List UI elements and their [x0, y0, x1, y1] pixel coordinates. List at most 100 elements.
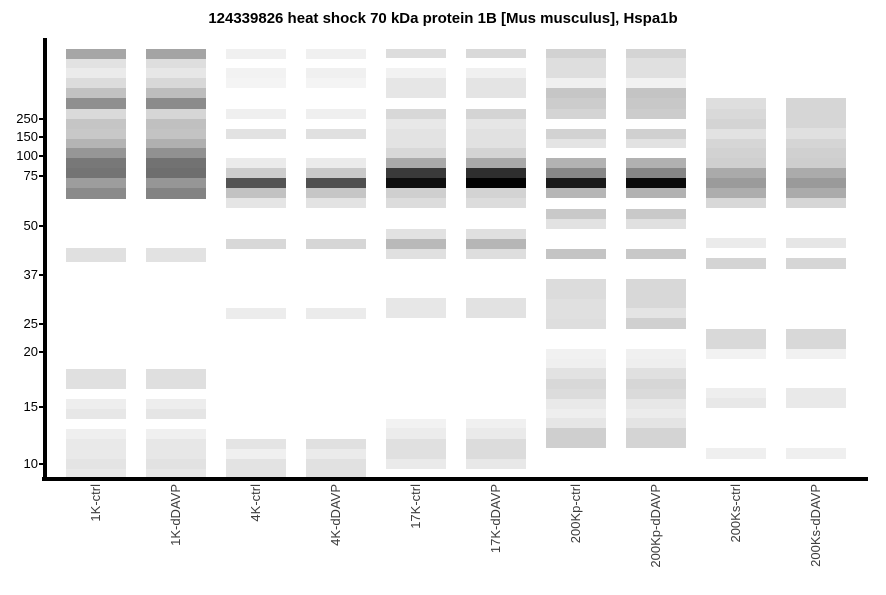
gel-band — [386, 419, 446, 428]
gel-band — [706, 258, 766, 269]
gel-band — [546, 139, 606, 148]
gel-band — [386, 229, 446, 239]
lane-label: 200Kp-ctrl — [568, 484, 583, 544]
gel-band — [706, 329, 766, 349]
gel-band — [706, 349, 766, 359]
gel-band — [226, 158, 286, 168]
gel-band — [626, 409, 686, 418]
y-tick-label: 15 — [23, 399, 38, 414]
gel-band — [306, 78, 366, 88]
gel-band — [626, 279, 686, 308]
gel-band — [226, 308, 286, 319]
gel-lane — [626, 0, 686, 481]
gel-band — [306, 239, 366, 249]
gel-band — [386, 459, 446, 469]
gel-band — [66, 68, 126, 78]
y-axis-line — [43, 38, 47, 481]
gel-band — [786, 128, 846, 139]
gel-band — [466, 249, 526, 259]
gel-band — [786, 349, 846, 359]
lane-label: 17K-ctrl — [408, 484, 423, 529]
gel-band — [706, 198, 766, 208]
gel-band — [306, 49, 366, 59]
gel-lane — [226, 0, 286, 481]
gel-band — [226, 78, 286, 88]
gel-band — [706, 448, 766, 459]
gel-band — [786, 198, 846, 208]
gel-band — [226, 178, 286, 188]
gel-band — [706, 398, 766, 408]
gel-band — [626, 129, 686, 139]
gel-band — [466, 68, 526, 78]
gel-band — [466, 49, 526, 58]
y-tick-label: 75 — [23, 168, 38, 183]
gel-band — [386, 249, 446, 259]
gel-band — [66, 109, 126, 119]
gel-band — [546, 389, 606, 399]
gel-band — [386, 49, 446, 58]
gel-band — [306, 198, 366, 208]
gel-band — [546, 368, 606, 379]
gel-band — [66, 429, 126, 439]
gel-band — [466, 459, 526, 469]
gel-band — [226, 68, 286, 78]
gel-band — [66, 129, 126, 139]
gel-lane — [546, 0, 606, 481]
gel-band — [146, 178, 206, 188]
y-tick-label: 50 — [23, 218, 38, 233]
gel-band — [66, 369, 126, 389]
y-tick-mark — [39, 351, 43, 353]
gel-band — [226, 129, 286, 139]
gel-band — [66, 119, 126, 129]
gel-band — [306, 158, 366, 168]
gel-band — [226, 198, 286, 208]
gel-band — [226, 239, 286, 249]
y-tick-label: 100 — [16, 148, 38, 163]
gel-band — [306, 109, 366, 119]
gel-band — [626, 399, 686, 409]
gel-band — [386, 148, 446, 158]
gel-band — [626, 249, 686, 259]
gel-band — [626, 318, 686, 329]
gel-band — [466, 198, 526, 208]
gel-band — [626, 349, 686, 359]
gel-band — [786, 258, 846, 269]
gel-band — [146, 68, 206, 78]
gel-band — [306, 459, 366, 477]
gel-band — [466, 168, 526, 178]
gel-band — [626, 389, 686, 399]
gel-band — [386, 178, 446, 188]
chart-title: 124339826 heat shock 70 kDa protein 1B [… — [208, 10, 678, 27]
gel-band — [226, 49, 286, 59]
gel-lane — [66, 0, 126, 481]
gel-band — [66, 98, 126, 109]
gel-band — [626, 428, 686, 448]
gel-band — [546, 379, 606, 389]
gel-band — [706, 178, 766, 188]
gel-band — [146, 59, 206, 68]
y-tick-mark — [39, 463, 43, 465]
gel-band — [66, 178, 126, 188]
x-axis-line — [42, 477, 868, 481]
gel-band — [66, 459, 126, 469]
gel-band — [466, 419, 526, 428]
gel-band — [466, 129, 526, 148]
gel-band — [466, 178, 526, 188]
gel-band — [706, 98, 766, 109]
gel-band — [146, 439, 206, 459]
gel-band — [706, 119, 766, 129]
gel-band — [786, 168, 846, 178]
gel-lane — [786, 0, 846, 481]
gel-band — [66, 399, 126, 409]
gel-band — [66, 188, 126, 199]
y-tick-label: 37 — [23, 267, 38, 282]
lane-label: 200Ks-dDAVP — [808, 484, 823, 567]
gel-band — [386, 198, 446, 208]
gel-band — [786, 148, 846, 158]
gel-band — [146, 399, 206, 409]
gel-band — [546, 58, 606, 78]
lane-label: 4K-dDAVP — [328, 484, 343, 546]
gel-band — [306, 439, 366, 449]
gel-band — [546, 129, 606, 139]
gel-band — [66, 248, 126, 262]
